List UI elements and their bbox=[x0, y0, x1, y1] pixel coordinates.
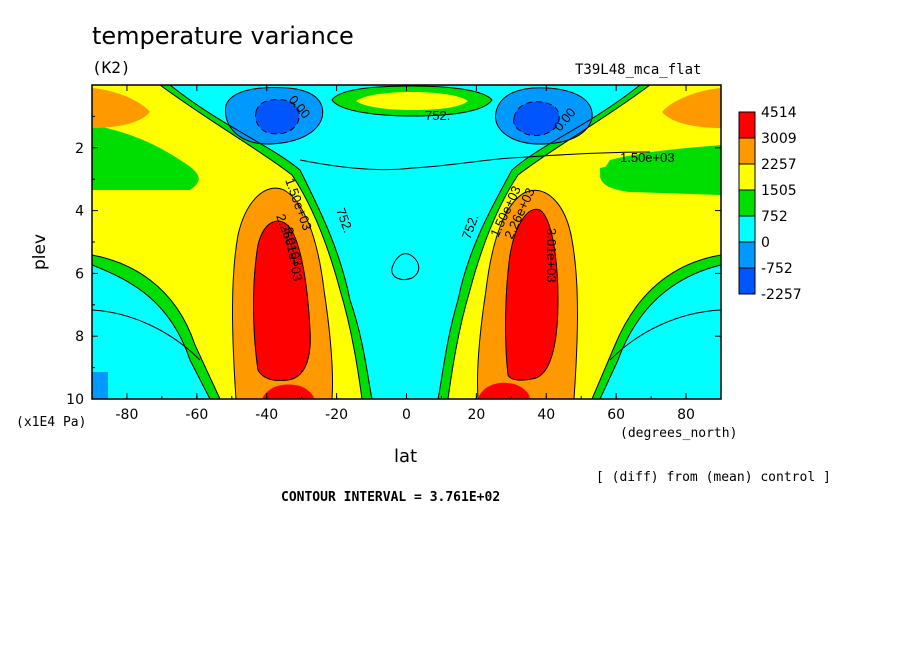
x-tick-label: -60 bbox=[185, 407, 208, 423]
x-tick-label: 0 bbox=[402, 407, 411, 423]
x-tick-label: 20 bbox=[467, 407, 485, 423]
y-tick-label: 8 bbox=[75, 329, 84, 345]
x-tick-label: -20 bbox=[325, 407, 348, 423]
colorbar-label: 3009 bbox=[761, 131, 797, 147]
units-label: (K2) bbox=[92, 58, 131, 77]
field-red-nh bbox=[505, 209, 558, 381]
x-tick-label: -40 bbox=[255, 407, 278, 423]
contour-line bbox=[609, 309, 721, 361]
field-red-nh-bottom bbox=[478, 382, 530, 399]
colorbar-label: 752 bbox=[761, 209, 788, 225]
chart-title: temperature variance bbox=[92, 22, 354, 50]
x-tick-label: 40 bbox=[537, 407, 555, 423]
y-tick-label: 2 bbox=[75, 141, 84, 157]
field-darkblue-nh-min bbox=[513, 101, 560, 136]
colorbar-swatch bbox=[738, 215, 756, 243]
y-tick-label: 10 bbox=[66, 392, 84, 408]
contour-line bbox=[331, 85, 493, 117]
field-orange-sh-top bbox=[92, 88, 150, 128]
contour-line bbox=[505, 208, 559, 381]
contour-line bbox=[92, 309, 201, 361]
y-axis: 2 4 6 8 10 bbox=[66, 115, 721, 408]
colorbar-swatch bbox=[738, 111, 756, 139]
contour-interval: CONTOUR INTERVAL = 3.761E+02 bbox=[281, 490, 501, 505]
experiment-name: T39L48_mca_flat bbox=[575, 62, 702, 78]
field-red-sh bbox=[253, 221, 311, 381]
contour-line bbox=[591, 254, 721, 399]
contour-line bbox=[92, 254, 221, 399]
field-blue-corner bbox=[92, 372, 108, 399]
colorbar-swatch bbox=[738, 267, 756, 295]
colorbar-swatch bbox=[738, 137, 756, 165]
colorbar-label: 4514 bbox=[761, 105, 797, 121]
diff-note: [ (diff) from (mean) control ] bbox=[596, 470, 831, 485]
field-green-nh-pocket bbox=[599, 152, 721, 192]
contour-line bbox=[495, 87, 593, 145]
contour-line bbox=[159, 85, 363, 399]
y-tick-label: 4 bbox=[75, 204, 84, 220]
field-red-sh-bottom bbox=[262, 384, 314, 399]
y-tick-label: 6 bbox=[75, 266, 84, 282]
contour-line bbox=[225, 87, 324, 145]
x-axis-units: (degrees_north) bbox=[620, 426, 738, 441]
colorbar-swatch bbox=[738, 163, 756, 191]
contour-line-dashed bbox=[255, 99, 300, 135]
x-axis: -80 -60 -40 -20 0 20 40 60 80 bbox=[91, 85, 722, 423]
colorbar-swatch bbox=[738, 189, 756, 217]
contour-line bbox=[253, 220, 311, 381]
contour-line bbox=[437, 85, 641, 399]
contour-line bbox=[391, 253, 420, 281]
contour-label: 752. bbox=[425, 108, 450, 123]
colorbar-label: -2257 bbox=[761, 287, 802, 303]
x-tick-label: -80 bbox=[116, 407, 139, 423]
contour-line bbox=[599, 264, 721, 399]
contour-line bbox=[92, 264, 211, 399]
y-axis-units: (x1E4 Pa) bbox=[16, 415, 87, 430]
field-orange-nh-top bbox=[662, 88, 721, 128]
contour-line-dashed bbox=[513, 101, 560, 137]
colorbar-label: 0 bbox=[761, 235, 770, 251]
contour-line bbox=[169, 85, 373, 399]
field-yellow-eq-top bbox=[356, 92, 468, 110]
contour-line bbox=[476, 189, 578, 399]
x-tick-label: 80 bbox=[677, 407, 695, 423]
contour-label: 3.01e+03 bbox=[544, 228, 559, 283]
contour-line bbox=[299, 151, 651, 171]
contour-line bbox=[447, 85, 651, 399]
colorbar-label: -752 bbox=[761, 261, 793, 277]
colorbar-label: 2257 bbox=[761, 157, 797, 173]
x-axis-label: lat bbox=[394, 446, 418, 467]
x-tick-label: 60 bbox=[607, 407, 625, 423]
colorbar-swatch bbox=[738, 241, 756, 269]
contour-lines bbox=[92, 85, 721, 399]
contour-line bbox=[232, 187, 334, 399]
contour-label: 1.50e+03 bbox=[620, 150, 675, 165]
colorbar-label: 1505 bbox=[761, 183, 797, 199]
contour-field bbox=[92, 85, 721, 399]
field-darkblue-sh-min bbox=[255, 99, 300, 134]
colorbar: 4514 3009 2257 1505 752 0 -752 -2257 bbox=[738, 105, 802, 303]
